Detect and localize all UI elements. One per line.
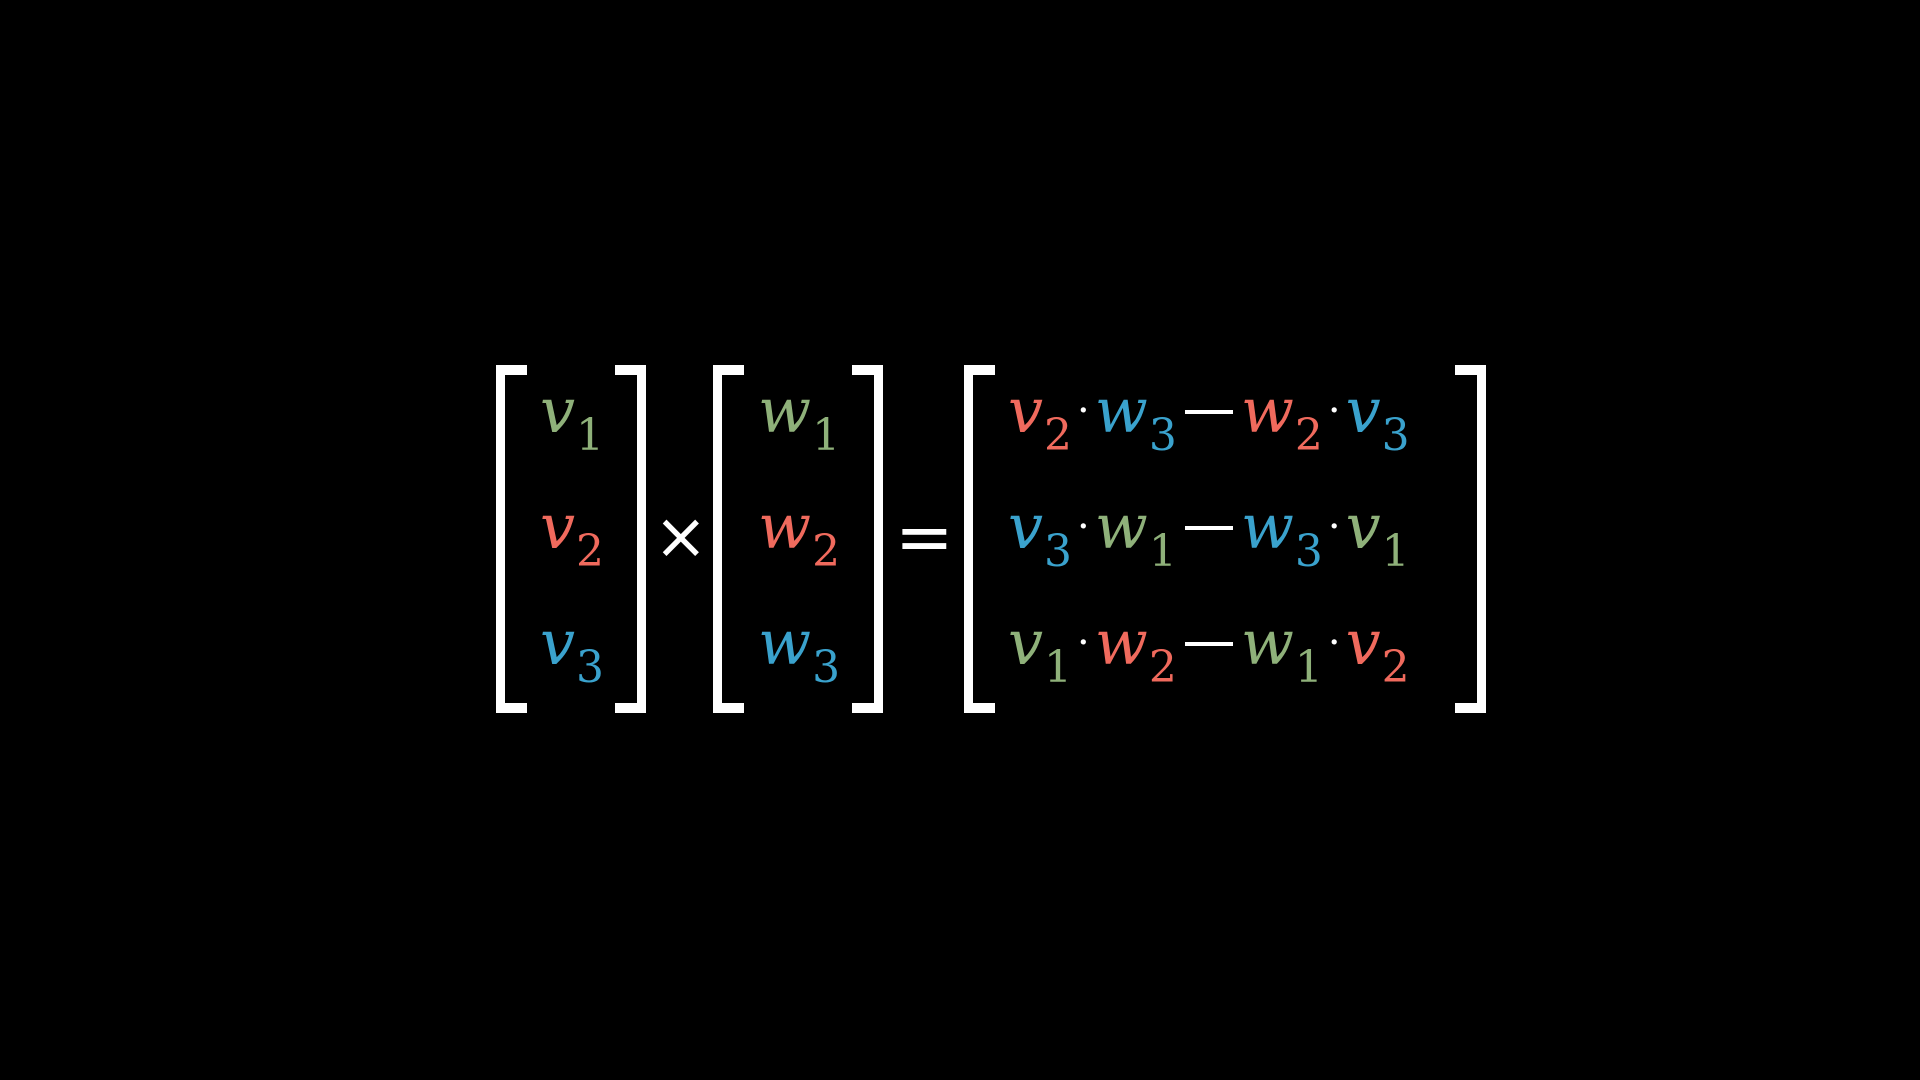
var-term: w2: [758, 496, 840, 574]
var-term: w2: [1241, 380, 1323, 458]
var-term: w1: [758, 380, 840, 458]
minus-operator: [1184, 642, 1233, 646]
dot-operator: ·: [1327, 388, 1341, 434]
var-term: w3: [758, 612, 840, 690]
var-term: v3: [540, 612, 604, 690]
var-subscript: 1: [576, 410, 605, 461]
var-term: v1: [1346, 496, 1410, 574]
dot-operator: ·: [1327, 504, 1341, 550]
result-row-2: v3 · w1 w3 · v1: [1008, 496, 1410, 574]
var-subscript: 2: [576, 526, 605, 577]
var-symbol: w: [1240, 374, 1294, 447]
var-symbol: v: [540, 490, 576, 563]
var-subscript: 1: [1044, 642, 1073, 693]
var-symbol: w: [758, 606, 812, 679]
var-symbol: w: [758, 490, 812, 563]
var-subscript: 3: [1294, 526, 1323, 577]
var-symbol: w: [1240, 490, 1294, 563]
var-term: w3: [1095, 380, 1177, 458]
var-term: v2: [540, 496, 604, 574]
var-term: v1: [540, 380, 604, 458]
var-subscript: 2: [1381, 642, 1410, 693]
var-term: w1: [1095, 496, 1177, 574]
cross-product-operator: ×: [654, 500, 708, 574]
var-symbol: v: [540, 374, 576, 447]
result-left-bracket: [964, 365, 995, 713]
var-subscript: 1: [1381, 526, 1410, 577]
vector-v-left-bracket: [496, 365, 527, 713]
vector-w-entry-2: w2: [758, 496, 840, 574]
vector-w-right-bracket: [852, 365, 883, 713]
vector-w-left-bracket: [713, 365, 744, 713]
var-subscript: 3: [1148, 410, 1177, 461]
minus-operator: [1184, 526, 1233, 530]
var-term: v3: [1346, 380, 1410, 458]
vector-v-entry-3: v3: [540, 612, 604, 690]
var-subscript: 3: [812, 642, 841, 693]
var-term: w2: [1095, 612, 1177, 690]
vector-v-right-bracket: [615, 365, 646, 713]
var-term: w1: [1241, 612, 1323, 690]
var-subscript: 1: [1294, 642, 1323, 693]
var-symbol: v: [1345, 374, 1381, 447]
var-subscript: 2: [1294, 410, 1323, 461]
dot-operator: ·: [1077, 504, 1090, 550]
var-subscript: 2: [812, 526, 841, 577]
var-symbol: v: [1008, 606, 1044, 679]
var-symbol: w: [1094, 606, 1148, 679]
var-subscript: 3: [1381, 410, 1410, 461]
var-subscript: 2: [1044, 410, 1073, 461]
dot-operator: ·: [1077, 388, 1090, 434]
var-symbol: w: [1094, 490, 1148, 563]
var-symbol: v: [1008, 374, 1044, 447]
vector-v-entry-1: v1: [540, 380, 604, 458]
var-subscript: 2: [1148, 642, 1177, 693]
result-right-bracket: [1455, 365, 1486, 713]
var-subscript: 3: [576, 642, 605, 693]
result-row-3: v1 · w2 w1 · v2: [1008, 612, 1410, 690]
result-row-1: v2 · w3 w2 · v3: [1008, 380, 1410, 458]
vector-v-entry-2: v2: [540, 496, 604, 574]
var-symbol: w: [758, 374, 812, 447]
var-symbol: v: [1008, 490, 1044, 563]
dot-operator: ·: [1077, 620, 1090, 666]
var-term: v3: [1008, 496, 1072, 574]
var-symbol: v: [1345, 490, 1381, 563]
equals-operator: =: [895, 496, 954, 578]
vector-w-entry-3: w3: [758, 612, 840, 690]
var-subscript: 1: [812, 410, 841, 461]
var-term: v2: [1346, 612, 1410, 690]
var-subscript: 3: [1044, 526, 1073, 577]
var-term: v2: [1008, 380, 1072, 458]
vector-w-entry-1: w1: [758, 380, 840, 458]
var-symbol: w: [1240, 606, 1294, 679]
var-subscript: 1: [1148, 526, 1177, 577]
dot-operator: ·: [1327, 620, 1341, 666]
var-term: w3: [1241, 496, 1323, 574]
var-symbol: v: [540, 606, 576, 679]
minus-operator: [1184, 410, 1233, 414]
var-term: v1: [1008, 612, 1072, 690]
var-symbol: w: [1094, 374, 1148, 447]
var-symbol: v: [1345, 606, 1381, 679]
